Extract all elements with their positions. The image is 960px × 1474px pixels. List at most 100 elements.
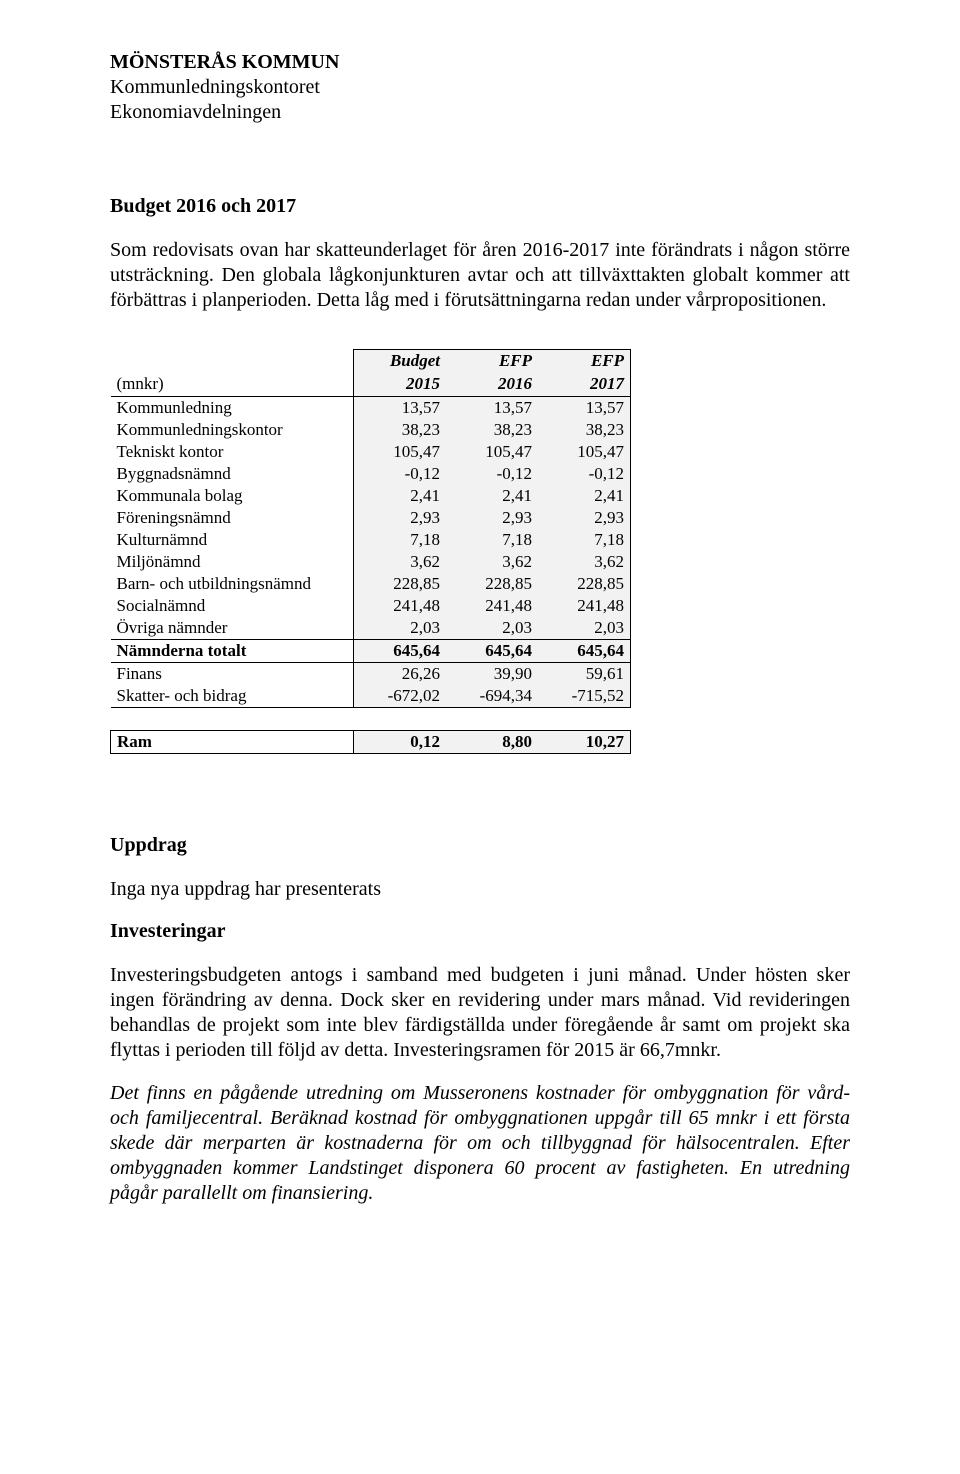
table-header-col3-top: EFP xyxy=(538,350,631,374)
row-val xyxy=(538,708,631,731)
row-label: Tekniskt kontor xyxy=(111,441,354,463)
row-val: 645,64 xyxy=(354,640,447,663)
table-header-col1-bot: 2015 xyxy=(354,373,447,397)
body-paragraph: Investeringsbudgeten antogs i samband me… xyxy=(110,963,850,1063)
row-label: Övriga nämnder xyxy=(111,617,354,640)
row-label xyxy=(111,708,354,731)
table-header-col2-bot: 2016 xyxy=(446,373,538,397)
section-heading-uppdrag: Uppdrag xyxy=(110,834,850,857)
row-val: 7,18 xyxy=(354,529,447,551)
body-paragraph: Inga nya uppdrag har presenterats xyxy=(110,877,850,902)
row-val: 228,85 xyxy=(538,573,631,595)
row-val: 7,18 xyxy=(446,529,538,551)
row-val: 13,57 xyxy=(538,397,631,420)
row-label: Föreningsnämnd xyxy=(111,507,354,529)
row-val: 38,23 xyxy=(354,419,447,441)
row-label: Nämnderna totalt xyxy=(111,640,354,663)
row-label: Kommunledningskontor xyxy=(111,419,354,441)
row-val xyxy=(354,708,447,731)
row-val: 105,47 xyxy=(354,441,447,463)
row-label: Kulturnämnd xyxy=(111,529,354,551)
table-row: Föreningsnämnd 2,93 2,93 2,93 xyxy=(111,507,631,529)
row-val: 3,62 xyxy=(354,551,447,573)
header-org: MÖNSTERÅS KOMMUN xyxy=(110,50,850,75)
row-label: Kommunledning xyxy=(111,397,354,420)
table-row: Skatter- och bidrag -672,02 -694,34 -715… xyxy=(111,685,631,708)
row-val: 7,18 xyxy=(538,529,631,551)
spacer xyxy=(110,331,850,349)
table-gap-row xyxy=(111,708,631,731)
table-header-col1-top: Budget xyxy=(354,350,447,374)
row-val: 39,90 xyxy=(446,663,538,686)
row-val: 3,62 xyxy=(538,551,631,573)
section-heading-investeringar: Investeringar xyxy=(110,920,850,943)
row-val xyxy=(446,708,538,731)
row-val: 2,41 xyxy=(538,485,631,507)
table-row: Miljönämnd 3,62 3,62 3,62 xyxy=(111,551,631,573)
row-label: Miljönämnd xyxy=(111,551,354,573)
row-val: -0,12 xyxy=(354,463,447,485)
table-row-total: Nämnderna totalt 645,64 645,64 645,64 xyxy=(111,640,631,663)
row-val: 105,47 xyxy=(538,441,631,463)
table-row: Kulturnämnd 7,18 7,18 7,18 xyxy=(111,529,631,551)
row-val: 2,93 xyxy=(446,507,538,529)
table-row: Övriga nämnder 2,03 2,03 2,03 xyxy=(111,617,631,640)
row-val: 645,64 xyxy=(446,640,538,663)
row-val: -715,52 xyxy=(538,685,631,708)
row-val: 3,62 xyxy=(446,551,538,573)
table-row: Barn- och utbildningsnämnd 228,85 228,85… xyxy=(111,573,631,595)
section-heading-budget: Budget 2016 och 2017 xyxy=(110,195,850,218)
body-paragraph: Som redovisats ovan har skatteunderlaget… xyxy=(110,238,850,313)
row-val: -672,02 xyxy=(354,685,447,708)
table-row: Socialnämnd 241,48 241,48 241,48 xyxy=(111,595,631,617)
row-val: 228,85 xyxy=(354,573,447,595)
table-row: Kommunledningskontor 38,23 38,23 38,23 xyxy=(111,419,631,441)
row-val: 241,48 xyxy=(446,595,538,617)
row-val: -694,34 xyxy=(446,685,538,708)
row-val: 2,93 xyxy=(538,507,631,529)
row-val: 2,03 xyxy=(446,617,538,640)
row-label: Kommunala bolag xyxy=(111,485,354,507)
header-sub-1: Kommunledningskontoret xyxy=(110,75,850,100)
page: MÖNSTERÅS KOMMUN Kommunledningskontoret … xyxy=(0,0,960,1284)
row-val: 0,12 xyxy=(354,731,447,754)
row-val: 13,57 xyxy=(446,397,538,420)
row-label: Barn- och utbildningsnämnd xyxy=(111,573,354,595)
table-row: Kommunledning 13,57 13,57 13,57 xyxy=(111,397,631,420)
table-header-col2-top: EFP xyxy=(446,350,538,374)
spacer xyxy=(110,125,850,195)
row-label: Skatter- och bidrag xyxy=(111,685,354,708)
row-val: 2,03 xyxy=(354,617,447,640)
table-header-label: (mnkr) xyxy=(111,350,354,397)
row-label: Byggnadsnämnd xyxy=(111,463,354,485)
row-val: 59,61 xyxy=(538,663,631,686)
row-val: 26,26 xyxy=(354,663,447,686)
row-val: 241,48 xyxy=(354,595,447,617)
header-sub-2: Ekonomiavdelningen xyxy=(110,100,850,125)
table-row: Finans 26,26 39,90 59,61 xyxy=(111,663,631,686)
row-val: 105,47 xyxy=(446,441,538,463)
body-paragraph-italic: Det finns en pågående utredning om Musse… xyxy=(110,1081,850,1206)
table-row-ram: Ram 0,12 8,80 10,27 xyxy=(111,731,631,754)
row-val: 2,41 xyxy=(354,485,447,507)
row-val: 241,48 xyxy=(538,595,631,617)
budget-table: (mnkr) Budget EFP EFP 2015 2016 2017 Kom… xyxy=(110,349,631,754)
row-val: 38,23 xyxy=(446,419,538,441)
table-row: Byggnadsnämnd -0,12 -0,12 -0,12 xyxy=(111,463,631,485)
spacer xyxy=(110,764,850,834)
table-row: Kommunala bolag 2,41 2,41 2,41 xyxy=(111,485,631,507)
row-val: 13,57 xyxy=(354,397,447,420)
row-val: 2,41 xyxy=(446,485,538,507)
row-val: 10,27 xyxy=(538,731,631,754)
row-label: Finans xyxy=(111,663,354,686)
row-val: 228,85 xyxy=(446,573,538,595)
row-val: 2,03 xyxy=(538,617,631,640)
table-header-col3-bot: 2017 xyxy=(538,373,631,397)
row-val: 645,64 xyxy=(538,640,631,663)
row-val: 8,80 xyxy=(446,731,538,754)
row-label: Socialnämnd xyxy=(111,595,354,617)
table-row: Tekniskt kontor 105,47 105,47 105,47 xyxy=(111,441,631,463)
row-val: 38,23 xyxy=(538,419,631,441)
row-val: 2,93 xyxy=(354,507,447,529)
row-val: -0,12 xyxy=(538,463,631,485)
